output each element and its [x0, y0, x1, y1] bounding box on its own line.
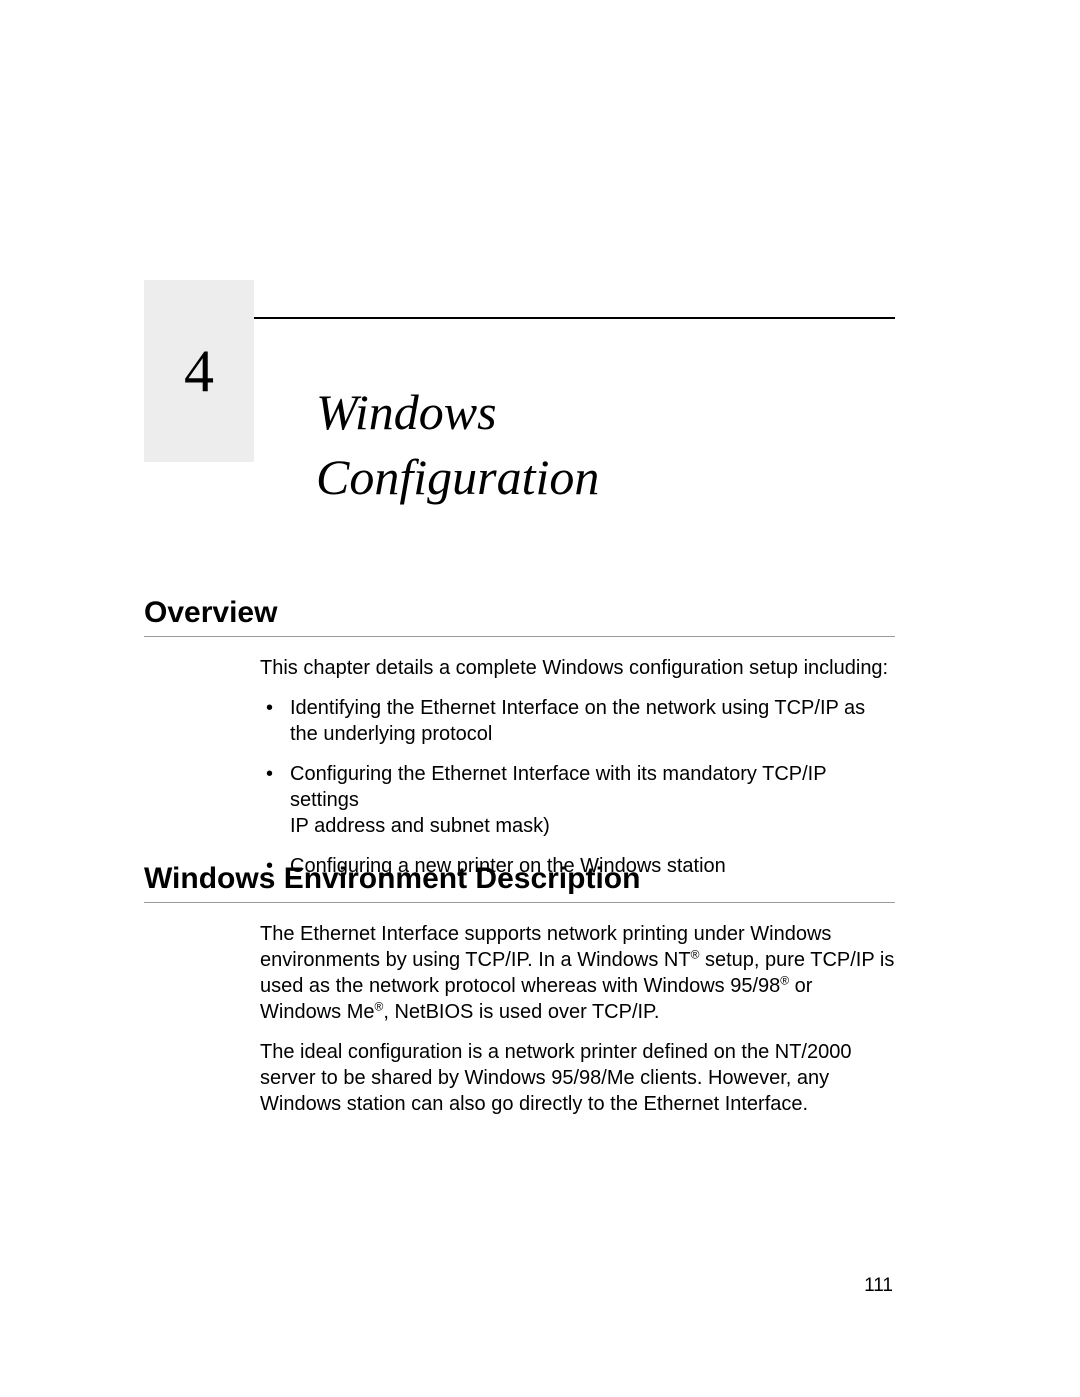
chapter-number-box: 4: [144, 280, 254, 462]
page-number: 111: [864, 1275, 893, 1297]
chapter-title-line2: Configuration: [316, 449, 599, 505]
overview-rule: [144, 636, 895, 637]
document-page: 4 Windows Configuration Overview This ch…: [0, 0, 1080, 1397]
chapter-number: 4: [184, 341, 214, 401]
environment-para2: The ideal configuration is a network pri…: [260, 1039, 895, 1117]
overview-heading: Overview: [144, 596, 895, 636]
overview-bullets: • Identifying the Ethernet Interface on …: [260, 695, 895, 879]
section-overview: Overview This chapter details a complete…: [144, 596, 895, 893]
environment-rule: [144, 902, 895, 903]
environment-heading: Windows Environment Description: [144, 862, 895, 902]
chapter-title-line1: Windows: [316, 384, 497, 440]
bullet-text: Identifying the Ethernet Interface on th…: [290, 695, 895, 747]
list-item: • Identifying the Ethernet Interface on …: [260, 695, 895, 747]
bullet-icon: •: [260, 761, 290, 839]
bullet-icon: •: [260, 695, 290, 747]
environment-para1: The Ethernet Interface supports network …: [260, 921, 895, 1025]
overview-body: This chapter details a complete Windows …: [260, 655, 895, 879]
list-item: • Configuring the Ethernet Interface wit…: [260, 761, 895, 839]
top-horizontal-rule: [144, 317, 895, 319]
environment-body: The Ethernet Interface supports network …: [260, 921, 895, 1117]
env-text-d: , NetBIOS is used over TCP/IP.: [383, 1001, 659, 1023]
chapter-title: Windows Configuration: [316, 380, 876, 510]
bullet-text: Configuring the Ethernet Interface with …: [290, 761, 895, 839]
section-environment: Windows Environment Description The Ethe…: [144, 862, 895, 1131]
overview-intro: This chapter details a complete Windows …: [260, 655, 895, 681]
registered-icon: ®: [780, 973, 789, 987]
registered-icon: ®: [374, 999, 383, 1013]
